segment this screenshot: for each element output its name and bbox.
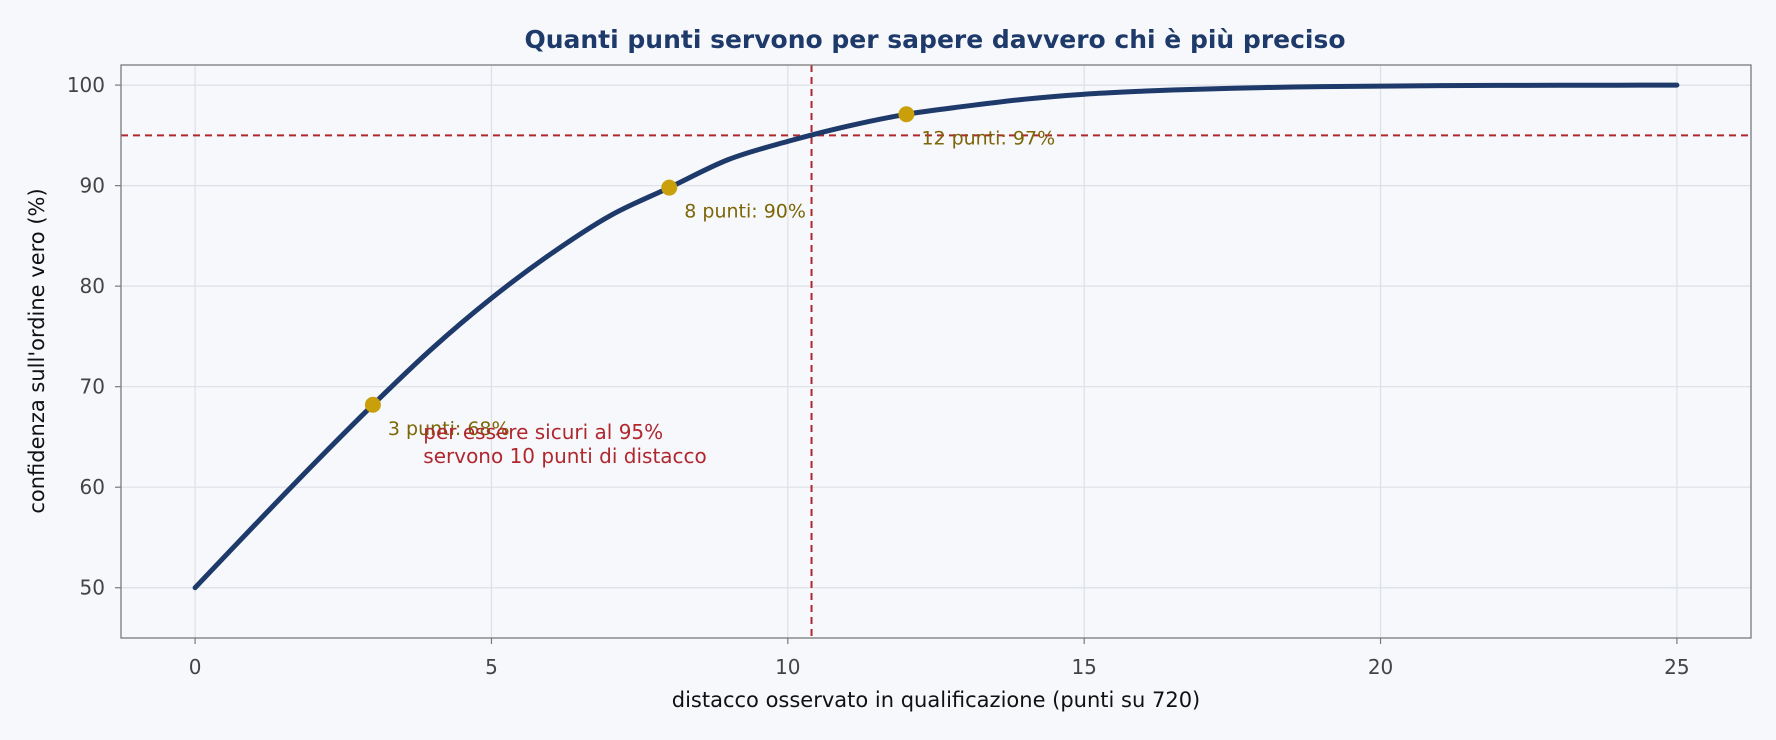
y-tick-label: 50	[80, 576, 105, 600]
y-tick-label: 80	[80, 274, 105, 298]
y-tick-label: 100	[67, 73, 105, 97]
y-tick-label: 60	[80, 475, 105, 499]
plot-background	[121, 65, 1751, 638]
x-axis-label: distacco osservato in qualificazione (pu…	[672, 688, 1201, 712]
x-tick-label: 15	[1071, 655, 1096, 679]
y-tick-label: 70	[80, 375, 105, 399]
x-ticks: 0 5 10 15 20 25	[189, 638, 1690, 679]
chart-title: Quanti punti servono per sapere davvero …	[524, 25, 1345, 54]
y-tick-label: 90	[80, 174, 105, 198]
highlight-point-label: 3 punti: 68%	[388, 418, 510, 440]
reference-lines	[121, 65, 1751, 638]
grid	[121, 65, 1751, 638]
x-tick-label: 25	[1664, 655, 1689, 679]
threshold-note-line: servono 10 punti di distacco	[423, 444, 707, 468]
highlight-points: 3 punti: 68% 8 punti: 90% 12 punti: 97%	[364, 106, 1055, 440]
threshold-note: per essere sicuri al 95% servono 10 punti…	[423, 420, 707, 468]
x-tick-label: 5	[485, 655, 498, 679]
highlight-point	[661, 179, 678, 196]
highlight-point	[364, 396, 381, 413]
highlight-point-label: 12 punti: 97%	[921, 127, 1055, 149]
x-tick-label: 0	[189, 655, 202, 679]
x-tick-label: 10	[775, 655, 800, 679]
highlight-point	[898, 106, 915, 123]
y-axis-label: confidenza sull'ordine vero (%)	[25, 188, 49, 513]
x-tick-label: 20	[1368, 655, 1393, 679]
threshold-note-line: per essere sicuri al 95%	[423, 420, 663, 444]
plot-frame	[120, 64, 1752, 639]
y-ticks: 50 60 70 80 90 100	[67, 73, 121, 600]
highlight-point-label: 8 punti: 90%	[684, 201, 806, 223]
